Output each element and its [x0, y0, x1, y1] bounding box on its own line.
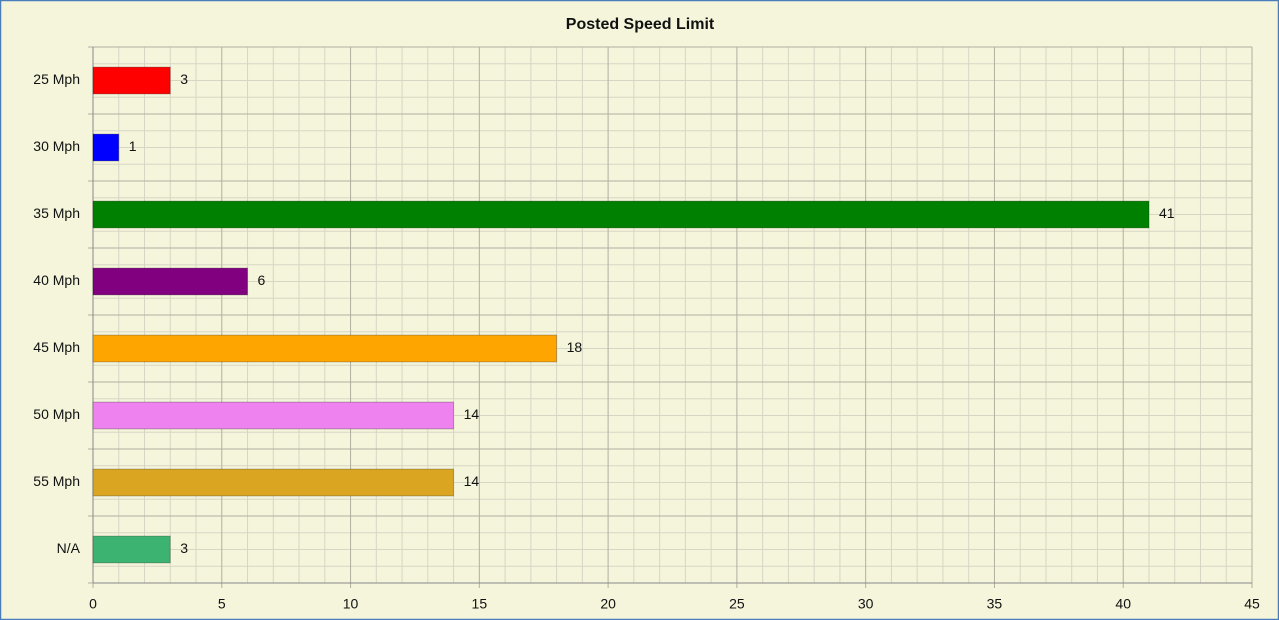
y-tick-label: 55 Mph: [33, 473, 80, 489]
value-label: 6: [258, 272, 266, 288]
x-tick-label: 35: [987, 596, 1003, 612]
y-tick-label: 40 Mph: [33, 272, 80, 288]
x-tick-label: 30: [858, 596, 874, 612]
bar: [92, 334, 558, 363]
value-label: 1: [129, 138, 137, 154]
value-label: 3: [180, 540, 188, 556]
x-tick-label: 5: [218, 596, 226, 612]
bar: [92, 133, 120, 162]
chart-title: Posted Speed Limit: [566, 16, 715, 33]
value-label: 14: [464, 406, 480, 422]
value-label: 41: [1159, 205, 1175, 221]
x-tick-label: 10: [343, 596, 359, 612]
bar: [92, 468, 455, 497]
y-tick-label: N/A: [57, 540, 81, 556]
y-tick-label: 35 Mph: [33, 205, 80, 221]
x-tick-label: 0: [89, 596, 97, 612]
y-tick-label: 30 Mph: [33, 138, 80, 154]
value-label: 14: [464, 473, 480, 489]
y-tick-label: 25 Mph: [33, 71, 80, 87]
x-tick-label: 45: [1244, 596, 1260, 612]
bar: [92, 66, 171, 95]
x-tick-label: 20: [600, 596, 616, 612]
bar: [92, 401, 455, 430]
x-tick-label: 15: [472, 596, 488, 612]
value-label: 3: [180, 71, 188, 87]
x-tick-label: 40: [1115, 596, 1131, 612]
value-label: 18: [567, 339, 583, 355]
y-tick-label: 45 Mph: [33, 339, 80, 355]
x-tick-label: 25: [729, 596, 745, 612]
bar: [92, 535, 171, 564]
bar: [92, 267, 249, 296]
bar: [92, 200, 1150, 229]
y-tick-label: 50 Mph: [33, 406, 80, 422]
